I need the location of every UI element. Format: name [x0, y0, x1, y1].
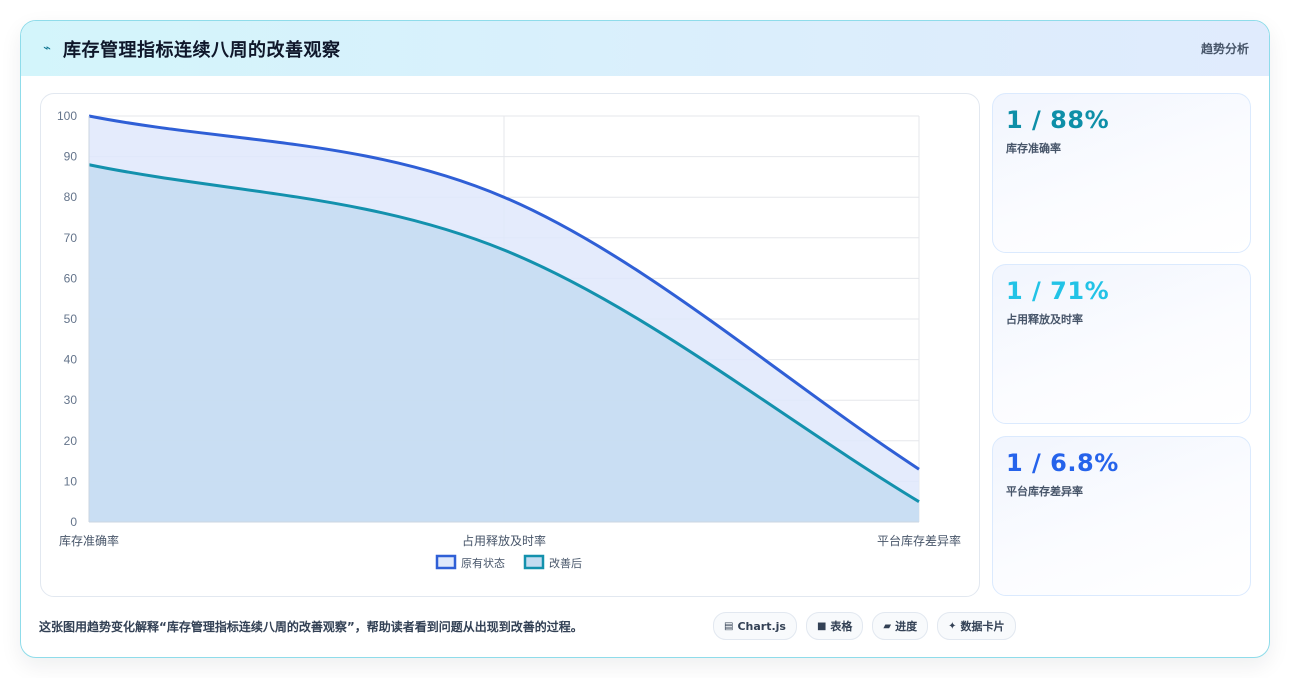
trend-analysis-tag[interactable]: 趋势分析: [1200, 42, 1249, 56]
chip-label: 数据卡片: [960, 620, 1005, 633]
chart-icon: ▤: [724, 620, 734, 632]
chip-chartjs[interactable]: ▤ Chart.js: [713, 612, 797, 640]
table-icon: ■: [816, 620, 827, 632]
legend-label: 改善后: [549, 556, 582, 570]
pulse-icon: ⌁: [43, 41, 51, 56]
stat-card-platform-variance: 1 / 6.8% 平台库存差异率: [992, 436, 1251, 596]
series-line-1: [88, 163, 920, 503]
chart-panel: 0 10 20 30 40 50 60 70 80 90 100 库存准确率 占用释放及时率 平台库存差异…: [40, 93, 980, 597]
x-tick-label: 平台库存差异率: [877, 533, 961, 548]
legend-label: 原有状态: [461, 556, 505, 570]
stat-label: 占用释放及时率: [1006, 313, 1083, 326]
y-tick-label: 80: [64, 190, 78, 204]
y-tick-label: 10: [64, 474, 78, 488]
chip-progress[interactable]: ▰ 进度: [872, 612, 929, 640]
x-tick-label: 占用释放及时率: [462, 533, 546, 548]
legend-swatch-0: [435, 554, 457, 570]
chip-label: 进度: [895, 620, 918, 633]
y-tick-label: 70: [64, 231, 78, 245]
chart-description: 这张图用趋势变化解释“库存管理指标连续八周的改善观察”，帮助读者看到问题从出现到…: [39, 619, 583, 634]
y-tick-label: 0: [70, 515, 77, 529]
page-title: 库存管理指标连续八周的改善观察: [63, 39, 341, 61]
chip-table[interactable]: ■ 表格: [805, 612, 864, 640]
x-tick-label: 库存准确率: [59, 533, 119, 548]
legend-swatch-1: [523, 554, 545, 570]
stat-label: 库存准确率: [1006, 142, 1061, 155]
chip-label: Chart.js: [737, 619, 786, 633]
chip-data-cards[interactable]: ✦ 数据卡片: [937, 612, 1016, 640]
data-point: [918, 500, 921, 503]
card-footer: 这张图用趋势变化解释“库存管理指标连续八周的改善观察”，帮助读者看到问题从出现到…: [39, 611, 1251, 641]
series-area-1: [89, 164, 919, 522]
stat-value: 1 / 71%: [1006, 277, 1110, 305]
data-point: [918, 468, 921, 471]
title-group: ⌁ 库存管理指标连续八周的改善观察: [41, 36, 341, 62]
y-tick-label: 100: [57, 109, 77, 123]
y-tick-label: 50: [64, 312, 78, 326]
stat-value: 1 / 88%: [1006, 106, 1110, 134]
y-tick-label: 20: [64, 434, 78, 448]
chip-label: 表格: [830, 620, 853, 633]
card-header: ⌁ 库存管理指标连续八周的改善观察 趋势分析: [21, 21, 1269, 76]
y-tick-label: 60: [64, 271, 78, 285]
series-line-0: [88, 114, 920, 471]
area-chart: 0 10 20 30 40 50 60 70 80 90 100 库存准确率 占用释放及时率 平台库存差异…: [57, 109, 961, 570]
data-point: [503, 248, 506, 251]
stat-card-release-timeliness: 1 / 71% 占用释放及时率: [992, 264, 1251, 424]
y-tick-label: 40: [64, 353, 78, 367]
sparkle-icon: ✦: [948, 620, 957, 632]
chip-group: ▤ Chart.js ■ 表格 ▰ 进度 ✦ 数据卡片: [713, 612, 1016, 640]
progress-icon: ▰: [883, 620, 892, 632]
stat-value: 1 / 6.8%: [1006, 449, 1119, 477]
stat-card-inventory-accuracy: 1 / 88% 库存准确率: [992, 93, 1251, 253]
stat-label: 平台库存差异率: [1006, 485, 1083, 498]
dashboard-card: ⌁ 库存管理指标连续八周的改善观察 趋势分析 0 10 20 30 40 50 60 70 80…: [20, 20, 1270, 658]
y-tick-label: 30: [64, 393, 78, 407]
data-point: [503, 196, 506, 199]
y-tick-label: 90: [64, 150, 78, 164]
